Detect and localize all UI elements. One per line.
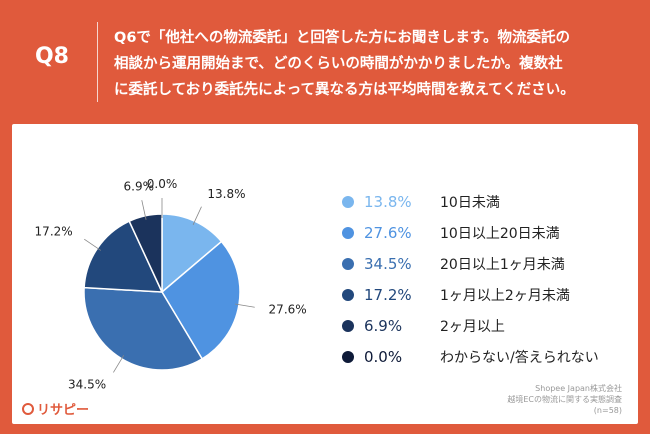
legend-label: わからない/答えられない <box>440 349 599 366</box>
slice-value-label: 0.0% <box>147 177 178 191</box>
logo-icon <box>22 402 34 415</box>
question-number: Q8 <box>34 44 69 69</box>
leader-line <box>113 355 125 373</box>
legend-swatch <box>342 195 354 208</box>
logo-text: リサピー <box>37 403 90 418</box>
legend-label: 10日未満 <box>440 194 500 211</box>
slice-value-label: 17.2% <box>35 224 73 238</box>
question-text: Q6で「他社への物流委託」と回答した方にお聞きします。物流委託の 相談から運用開… <box>114 30 575 98</box>
legend-percent: 13.8% <box>364 192 412 211</box>
source-sample: (n=58) <box>593 406 622 415</box>
source-survey: 越境ECの物流に関する実態調査 <box>507 395 622 404</box>
chart-card: 13.8% 27.6% 34.5% 17.2% 6.9% 0.0% 13.8% 10日未満 2… <box>12 124 638 424</box>
legend-item: 27.6% 10日以上20日未満 <box>342 217 599 248</box>
legend-label: 2ヶ月以上 <box>440 318 505 335</box>
legend-item: 17.2% 1ヶ月以上2ヶ月未満 <box>342 279 599 310</box>
leader-line <box>84 238 102 251</box>
legend-percent: 6.9% <box>364 316 403 335</box>
leader-line <box>141 200 147 220</box>
header: Q8 Q6で「他社への物流委託」と回答した方にお聞きします。物流委託の 相談から… <box>0 0 650 120</box>
pie-chart: 13.8% 27.6% 34.5% 17.2% 6.9%0.0% <box>35 177 307 391</box>
legend-swatch <box>342 319 354 332</box>
legend-swatch <box>342 226 354 239</box>
legend-swatch <box>342 350 354 363</box>
source-note: Shopee Japan株式会社 越境ECの物流に関する実態調査 (n=58) <box>507 383 622 416</box>
legend-percent: 27.6% <box>364 223 412 242</box>
logo: リサピー <box>22 399 89 418</box>
legend-label: 20日以上1ヶ月未満 <box>440 256 565 273</box>
legend-swatch <box>342 288 354 301</box>
leader-line <box>192 206 202 226</box>
legend-item: 34.5% 20日以上1ヶ月未満 <box>342 248 599 279</box>
legend-percent: 34.5% <box>364 254 412 273</box>
slice-value-label: 6.9% <box>124 180 155 194</box>
legend-item: 0.0% わからない/答えられない <box>342 341 599 372</box>
leader-line <box>234 303 255 308</box>
legend-item: 6.9% 2ヶ月以上 <box>342 310 599 341</box>
legend-swatch <box>342 257 354 270</box>
header-divider <box>97 22 98 102</box>
legend-percent: 17.2% <box>364 285 412 304</box>
legend-percent: 0.0% <box>364 347 403 366</box>
legend-label: 10日以上20日未満 <box>440 225 560 242</box>
legend: 13.8% 10日未満 27.6% 10日以上20日未満 34.5% 20日以上1ヶ月未満… <box>342 186 599 372</box>
slice-value-label: 13.8% <box>207 187 245 201</box>
legend-item: 13.8% 10日未満 <box>342 186 599 217</box>
legend-label: 1ヶ月以上2ヶ月未満 <box>440 287 570 304</box>
slice-value-label: 34.5% <box>68 377 106 391</box>
source-company: Shopee Japan株式会社 <box>535 384 622 393</box>
slice-value-label: 27.6% <box>269 303 307 317</box>
